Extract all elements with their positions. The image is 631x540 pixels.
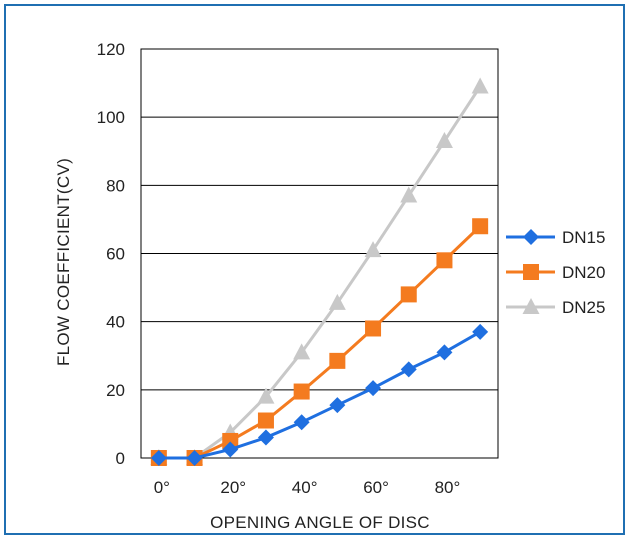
y-tick-label: 60 <box>106 245 125 264</box>
x-tick-label: 60° <box>363 478 389 497</box>
series-line <box>158 225 482 460</box>
series-layer <box>150 77 489 466</box>
data-point <box>472 323 489 340</box>
y-tick-label: 100 <box>97 108 125 127</box>
legend-label: DN15 <box>562 228 605 247</box>
legend-marker <box>523 264 539 280</box>
series-dn20 <box>150 218 489 466</box>
y-tick-label: 120 <box>97 40 125 59</box>
series-line <box>158 85 482 460</box>
data-point <box>222 441 239 458</box>
data-point <box>364 241 382 258</box>
x-tick-label: 40° <box>292 478 318 497</box>
data-point <box>435 132 453 149</box>
data-point <box>400 286 417 303</box>
legend-marker <box>523 229 539 245</box>
data-point <box>365 320 382 337</box>
y-tick-label: 0 <box>116 449 125 468</box>
data-point <box>328 293 346 310</box>
legend-marker <box>522 298 540 314</box>
x-tick-label: 20° <box>220 478 246 497</box>
x-tick-label: 0° <box>154 478 170 497</box>
legend: DN15 DN20 DN25 <box>506 228 605 317</box>
data-point <box>329 397 346 414</box>
y-axis-title: FLOW COEFFICIENT(CV) <box>54 158 73 366</box>
data-point <box>471 77 489 94</box>
x-tick-label: 80° <box>435 478 461 497</box>
legend-label: DN20 <box>562 263 605 282</box>
y-tick-label: 80 <box>106 176 125 195</box>
data-point <box>293 383 310 400</box>
data-point <box>222 432 239 449</box>
x-axis-ticks: 0° 20° 40° 60° 80° <box>154 478 461 497</box>
legend-item-dn20: DN20 <box>506 263 605 282</box>
data-point <box>150 450 167 466</box>
data-point <box>400 186 418 203</box>
plot-area <box>140 48 499 459</box>
legend-label: DN25 <box>562 298 605 317</box>
x-axis-title: OPENING ANGLE OF DISC <box>210 513 430 532</box>
series-dn25 <box>150 77 489 465</box>
data-point <box>293 414 310 431</box>
data-point <box>365 380 382 397</box>
data-point <box>436 252 453 269</box>
data-point <box>293 343 311 360</box>
legend-item-dn25: DN25 <box>506 298 605 317</box>
data-point <box>257 412 274 429</box>
data-point <box>436 344 453 361</box>
y-tick-label: 20 <box>106 381 125 400</box>
y-tick-label: 40 <box>106 313 125 332</box>
data-point <box>329 352 346 369</box>
series-dn15 <box>150 323 489 466</box>
data-point <box>257 387 275 404</box>
data-point <box>472 218 489 235</box>
y-axis-ticks: 0 20 40 60 80 100 120 <box>97 40 125 468</box>
data-point <box>257 429 274 446</box>
data-point <box>186 450 203 466</box>
chart-frame <box>4 4 625 535</box>
data-point <box>400 361 417 378</box>
grid-lines <box>141 48 498 391</box>
legend-item-dn15: DN15 <box>506 228 605 247</box>
series-line <box>158 330 481 460</box>
